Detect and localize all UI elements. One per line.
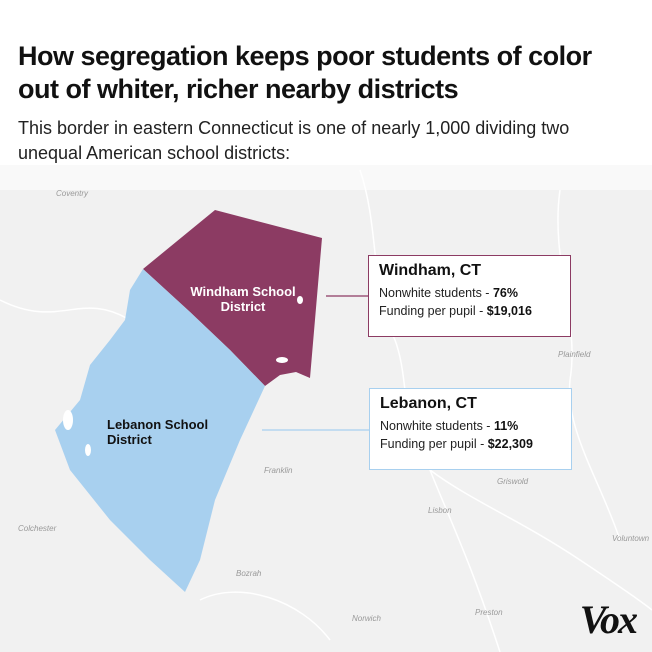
windham-district [143,210,322,386]
place: Lisbon [428,506,452,515]
lebanon-district [55,269,265,592]
stat: Funding per pupil - $19,016 [379,302,560,320]
place: Bozrah [236,569,262,578]
place: Colchester [18,524,57,533]
subtitle: This border in eastern Connecticut is on… [18,118,570,163]
logo: Vox [579,597,638,642]
stat: Funding per pupil - $22,309 [380,435,561,453]
place: Norwich [352,614,381,623]
stat-value: $22,309 [487,437,533,451]
place: Preston [475,608,503,617]
place: Franklin [264,466,293,475]
place: Plainfield [558,350,591,359]
place: Voluntown [612,534,650,543]
stat: Nonwhite students - 11% [380,417,561,435]
stat-value: 76% [492,286,518,300]
place: Coventry [56,189,89,198]
stat-label: Nonwhite students - [380,419,491,433]
lakes [63,296,303,456]
stat: Nonwhite students - 76% [379,284,560,302]
fade [0,150,652,190]
stat-label: Funding per pupil - [380,437,485,451]
stat-value: 11% [493,419,519,433]
info-box: Lebanon, CT Nonwhite students - 11% Fund… [369,388,572,470]
stat-value: $19,016 [486,304,532,318]
info-box: Windham, CT Nonwhite students - 76% Fund… [368,255,571,337]
title: How segregation keeps poor students of c… [18,41,592,104]
stat-label: Funding per pupil - [379,304,484,318]
stat-label: Nonwhite students - [379,286,490,300]
district-label: Windham School District [190,284,296,314]
box-title: Lebanon, CT [380,395,477,412]
place: Griswold [497,477,529,486]
district-label: Lebanon School District [107,417,209,447]
box-title: Windham, CT [379,262,482,279]
